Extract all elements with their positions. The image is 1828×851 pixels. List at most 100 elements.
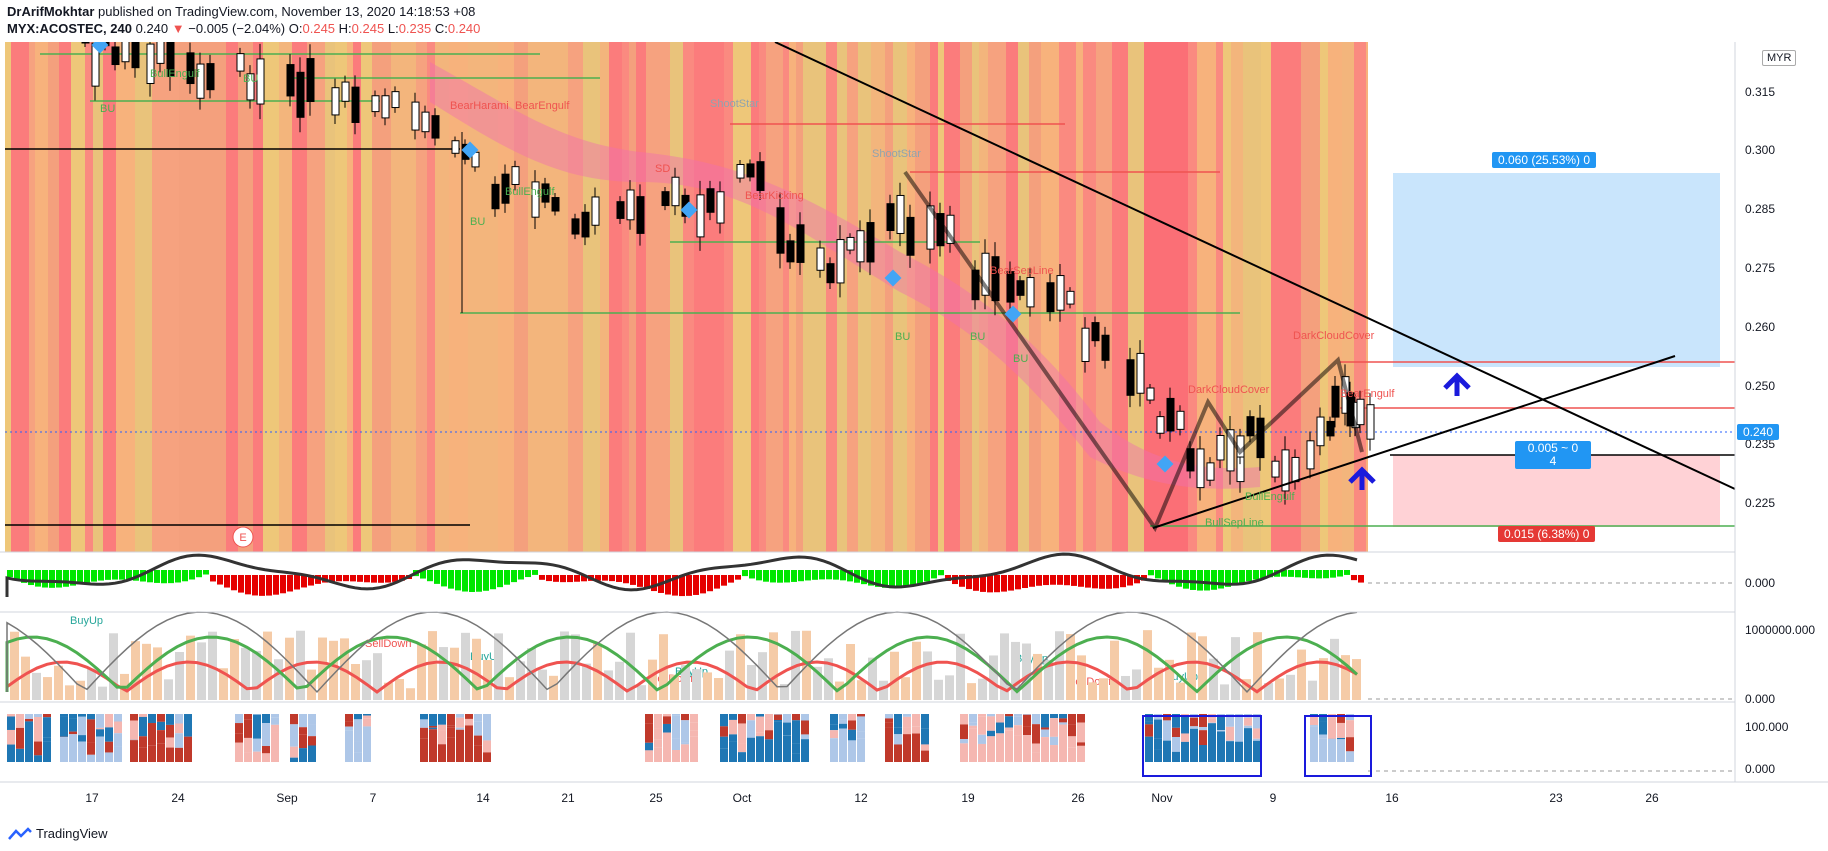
author-name[interactable]: DrArifMokhtar [7, 4, 95, 19]
heat-band [724, 42, 733, 552]
percent-bar [1068, 747, 1076, 762]
percent-bar [645, 742, 653, 751]
heat-band [636, 42, 646, 552]
percent-bar [175, 747, 183, 762]
price-axis[interactable]: 0.315 0.300 0.285 0.275 0.260 0.250 0.235 0.225… [1745, 85, 1815, 776]
signal-diamond [1004, 305, 1022, 323]
volume-bar [582, 663, 591, 700]
candle-body [1256, 417, 1265, 459]
percent-bar [16, 748, 24, 762]
percent-bar [792, 753, 800, 762]
osc-bar [119, 570, 125, 580]
heat-band [743, 42, 751, 552]
percent-bar [681, 742, 689, 745]
volume-bar [1022, 643, 1031, 700]
currency-badge[interactable]: MYR [1762, 50, 1797, 66]
percent-bar [672, 715, 680, 739]
percent-bar [681, 714, 689, 721]
percent-bar [765, 739, 773, 762]
pattern-label: BuyUp [70, 615, 103, 627]
osc-bar [98, 570, 104, 581]
heat-band [292, 42, 307, 552]
heat-band [796, 42, 803, 552]
trend-line [774, 42, 1736, 490]
osc-bar [1239, 570, 1245, 584]
osc-bar [1323, 570, 1329, 579]
percent-bar [663, 714, 671, 717]
candle-body [121, 42, 130, 63]
percent-bar [1190, 726, 1198, 729]
percent-bar [801, 734, 809, 740]
price-tick: 0.260 [1745, 320, 1775, 334]
heat-band [238, 42, 253, 552]
time-tick: 9 [1270, 791, 1277, 805]
pattern-label: DarkCloudCover [1293, 330, 1375, 342]
symbol-name[interactable]: MYX:ACOSTEC, 240 [7, 21, 132, 36]
osc-bar [1078, 575, 1084, 587]
candle-body [981, 252, 990, 296]
volume-bar [43, 677, 52, 700]
osc-bar [609, 575, 615, 582]
percent-bar [1235, 740, 1243, 742]
price-tick: 0.285 [1745, 202, 1775, 216]
candle-body [1271, 460, 1280, 478]
percent-bar [1217, 715, 1225, 731]
percent-bar [830, 714, 838, 725]
percent-bar [720, 748, 728, 762]
mid-label[interactable]: 0.005 ~ 0 4 [1515, 441, 1591, 469]
percent-bar [857, 738, 865, 762]
osc-bar [1043, 575, 1049, 586]
volume-bar [472, 638, 481, 700]
osc-bar [560, 575, 566, 583]
percent-bar [87, 754, 95, 762]
volume-bar [197, 642, 206, 700]
osc-bar [1330, 570, 1336, 578]
candle-body [196, 63, 205, 99]
percent-bar [299, 727, 307, 735]
osc-bar [917, 570, 923, 584]
volume-bar [1319, 658, 1328, 700]
osc-bar [882, 570, 888, 588]
percent-bar [1328, 738, 1336, 762]
percent-bar [1253, 728, 1261, 739]
candle-body [896, 194, 905, 234]
earnings-marker[interactable]: E [232, 526, 254, 548]
trend-lines[interactable] [774, 42, 1736, 533]
percent-bar [1235, 741, 1243, 762]
heat-band [1301, 42, 1320, 552]
volume-bar [461, 632, 470, 700]
osc-bar [777, 570, 783, 583]
target-label[interactable]: 0.060 (25.53%) 0 [1492, 152, 1597, 168]
percent-bar [1068, 724, 1076, 737]
percent-bar [1005, 727, 1013, 731]
percent-bar [1235, 715, 1243, 741]
osc-bar [1127, 575, 1133, 586]
volume-bar [769, 632, 778, 700]
candlesticks [81, 42, 1375, 505]
percent-bar [184, 714, 192, 737]
stop-label[interactable]: 0.015 (6.38%) 0 [1498, 526, 1596, 542]
time-axis[interactable]: 17 24 Sep 7 14 21 25 Oct 12 19 26 Nov 9 16 23 26 [85, 791, 1659, 805]
osc-bar [1316, 570, 1322, 579]
candle-body [1226, 429, 1235, 472]
brand-name[interactable]: TradingView [36, 826, 108, 841]
heat-band [653, 42, 670, 552]
heat-band [1083, 42, 1096, 552]
percent-bar [1077, 742, 1085, 746]
chart-canvas[interactable]: BU BullEngulf BU BU BullEngulf BearHarami Bear… [0, 42, 1828, 822]
volume-bar [560, 631, 569, 700]
percent-bar [139, 714, 147, 717]
volume-bar [681, 665, 690, 700]
percent-bar [921, 750, 929, 762]
volume-bar [428, 631, 437, 700]
heat-band [960, 42, 972, 552]
volume-bar [879, 680, 888, 700]
target-zone[interactable] [1393, 173, 1720, 367]
osc-bar [476, 570, 482, 592]
candle-body [1326, 420, 1335, 437]
osc-bar [581, 575, 587, 582]
percent-bar [1014, 725, 1022, 736]
percent-bar [78, 735, 86, 742]
candle-body [511, 166, 520, 185]
percent-bar [792, 743, 800, 754]
